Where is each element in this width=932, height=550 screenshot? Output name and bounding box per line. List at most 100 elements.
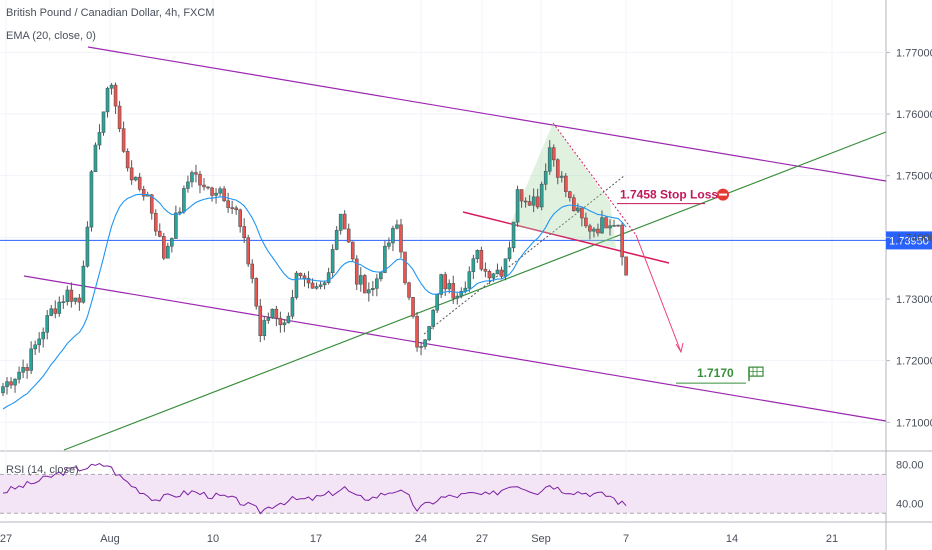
candle-down bbox=[153, 212, 158, 232]
candle-up bbox=[166, 245, 170, 259]
candle-down bbox=[162, 236, 166, 259]
candle-up bbox=[600, 217, 604, 234]
candle-down bbox=[125, 151, 130, 169]
candle-up bbox=[495, 269, 500, 275]
candle-down bbox=[117, 105, 122, 129]
neckline bbox=[462, 211, 670, 264]
candle-up bbox=[266, 317, 271, 321]
candle-down bbox=[519, 189, 524, 202]
candle-up bbox=[322, 282, 327, 286]
candle-up bbox=[45, 315, 50, 333]
candle-up bbox=[133, 176, 138, 181]
candle-down bbox=[624, 256, 628, 276]
candle-up bbox=[431, 309, 435, 327]
candle-down bbox=[198, 173, 202, 186]
candle-down bbox=[258, 305, 263, 337]
candle-down bbox=[346, 228, 351, 243]
price-tick-label: 1.71000 bbox=[896, 417, 932, 429]
candle-down bbox=[202, 184, 206, 188]
candle-up bbox=[65, 289, 70, 302]
candle-down bbox=[113, 84, 118, 107]
candle-down bbox=[580, 207, 584, 219]
candle-down bbox=[535, 196, 540, 208]
candle-up bbox=[334, 230, 339, 250]
candle-down bbox=[572, 197, 576, 212]
candle-up bbox=[543, 170, 548, 185]
candle-up bbox=[338, 213, 343, 231]
candle-up bbox=[391, 227, 395, 244]
candle-down bbox=[527, 201, 532, 206]
candle-down bbox=[523, 200, 528, 203]
candle-down bbox=[242, 226, 246, 239]
candle-down bbox=[555, 159, 560, 178]
candle-down bbox=[596, 228, 600, 234]
candle-up bbox=[383, 245, 387, 273]
candle-up bbox=[33, 344, 37, 350]
candle-down bbox=[551, 147, 556, 161]
candle-down bbox=[254, 278, 259, 307]
ema-legend: EMA (20, close, 0) bbox=[6, 30, 96, 42]
price-tick-label: 1.76000 bbox=[896, 109, 932, 121]
candle-up bbox=[491, 273, 496, 279]
price-badge-label: 1.73950 bbox=[889, 235, 929, 247]
candle-down bbox=[141, 188, 146, 197]
candle-down bbox=[238, 209, 242, 227]
candle-up bbox=[190, 172, 194, 183]
candle-up bbox=[471, 258, 476, 272]
candle-up bbox=[423, 339, 427, 347]
time-tick-label: 7 bbox=[623, 533, 629, 545]
candle-down bbox=[350, 241, 355, 260]
candle-down bbox=[149, 194, 154, 214]
candle-down bbox=[499, 269, 504, 277]
dotted-support-line bbox=[423, 175, 625, 335]
rsi-pane: 80.00 40.00 bbox=[0, 460, 924, 515]
candle-down bbox=[588, 225, 592, 232]
candle-down bbox=[310, 282, 315, 289]
candle-down bbox=[302, 275, 307, 279]
candle-up bbox=[616, 224, 620, 227]
candle-up bbox=[608, 225, 612, 229]
candle-up bbox=[282, 322, 287, 326]
candle-down bbox=[157, 230, 162, 237]
candle-up bbox=[387, 242, 391, 247]
time-tick-label: 17 bbox=[310, 533, 322, 545]
rsi-legend: RSI (14, close) bbox=[6, 464, 79, 476]
candle-down bbox=[278, 317, 283, 326]
candle-up bbox=[326, 272, 331, 283]
candle-up bbox=[358, 275, 363, 285]
candle-up bbox=[330, 249, 335, 273]
flag-icon-check bbox=[749, 367, 763, 377]
candle-up bbox=[21, 367, 25, 373]
candle-down bbox=[451, 283, 456, 299]
ema-line bbox=[2, 193, 627, 410]
time-tick-label: 27 bbox=[0, 533, 12, 545]
candle-down bbox=[9, 381, 13, 386]
candle-up bbox=[576, 207, 580, 212]
price-tick-label: 1.73000 bbox=[896, 294, 932, 306]
candle-up bbox=[17, 371, 21, 380]
ema-layer bbox=[2, 193, 627, 410]
candle-up bbox=[170, 238, 174, 247]
price-tick-label: 1.72000 bbox=[896, 356, 932, 368]
candle-down bbox=[306, 277, 311, 284]
candle-up bbox=[29, 348, 33, 371]
candle-up bbox=[174, 212, 178, 239]
candle-up bbox=[511, 221, 516, 249]
candle-up bbox=[214, 192, 218, 196]
candle-up bbox=[286, 315, 291, 324]
candle-down bbox=[362, 275, 367, 294]
candle-up bbox=[515, 189, 520, 223]
candle-down bbox=[483, 268, 488, 272]
candle-up bbox=[81, 265, 86, 303]
candle-up bbox=[93, 144, 98, 173]
time-tick-label: 27 bbox=[476, 533, 488, 545]
candle-up bbox=[89, 171, 94, 228]
candle-down bbox=[206, 186, 210, 189]
candle-up bbox=[371, 288, 375, 290]
candle-up bbox=[395, 224, 399, 229]
candle-up bbox=[290, 297, 295, 317]
candle-down bbox=[584, 217, 588, 227]
candle-up bbox=[101, 111, 106, 133]
